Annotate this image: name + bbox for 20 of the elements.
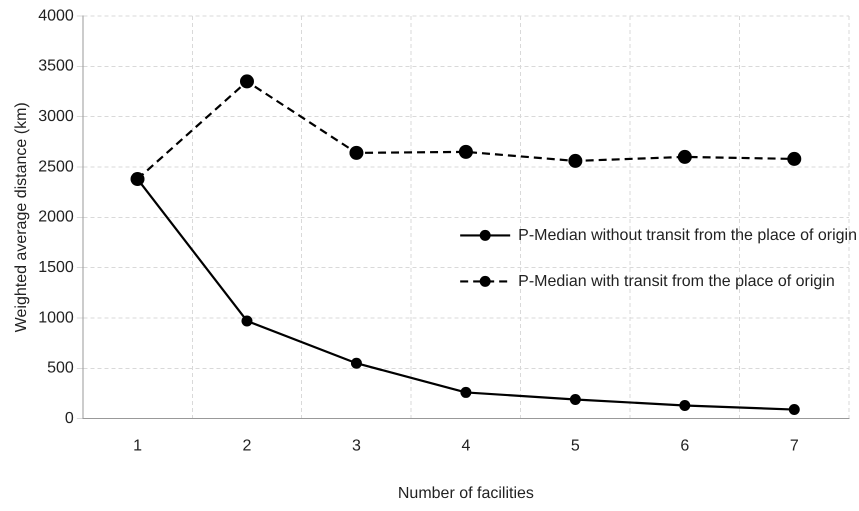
y-tick-label: 1000 <box>38 309 74 326</box>
y-tick-label: 2000 <box>38 208 74 226</box>
x-tick-label: 5 <box>570 438 580 455</box>
x-tick-label: 7 <box>790 438 799 455</box>
y-tick-label: 3500 <box>38 58 74 75</box>
y-tick-label: 4000 <box>38 7 74 24</box>
legend-label: P-Median with transit from the place of origin <box>518 272 835 290</box>
x-tick-label: 3 <box>352 438 361 455</box>
x-tick-label: 6 <box>680 438 690 455</box>
x-tick-label: 1 <box>133 438 142 455</box>
y-tick-label: 500 <box>47 360 74 377</box>
legend-label: P-Median without transit from the place of origin <box>518 226 857 244</box>
y-tick-label: 2500 <box>38 158 74 176</box>
y-axis-title: Weighted average distance (km) <box>13 102 30 332</box>
y-tick-label: 1500 <box>38 259 74 276</box>
x-tick-label: 4 <box>461 438 470 455</box>
x-axis-title: Number of facilities <box>398 484 534 502</box>
x-tick-label: 2 <box>242 438 252 455</box>
y-tick-label: 3000 <box>38 108 74 126</box>
y-tick-label: 0 <box>64 410 74 428</box>
